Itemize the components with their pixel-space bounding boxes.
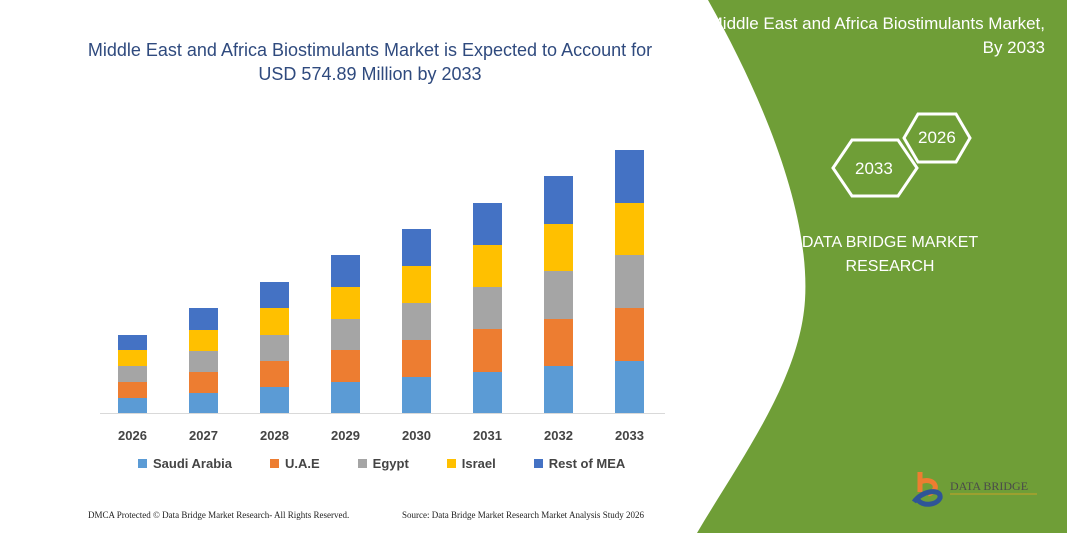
x-tick-label: 2029 — [331, 428, 360, 443]
bar-segment-2028-3 — [260, 308, 289, 335]
brand-text: DATA BRIDGE MARKET RESEARCH — [801, 234, 979, 275]
bar-segment-2029-0 — [331, 382, 360, 413]
bar-segment-2033-4 — [615, 150, 644, 203]
bar-segment-2026-0 — [118, 398, 147, 413]
bar-segment-2029-1 — [331, 350, 360, 382]
legend-item: Rest of MEA — [533, 456, 626, 471]
bar-segment-2032-3 — [544, 224, 573, 271]
bar-segment-2032-4 — [544, 176, 573, 224]
bar-segment-2029-2 — [331, 319, 360, 350]
bar-segment-2030-2 — [402, 303, 431, 340]
bar-segment-2033-1 — [615, 308, 644, 361]
legend-item: U.A.E — [269, 456, 320, 471]
bar-segment-2027-0 — [189, 393, 218, 413]
x-tick-label: 2027 — [189, 428, 218, 443]
hex-2026: 2026 — [918, 128, 956, 147]
data-bridge-logo: DATA BRIDGE — [912, 472, 1037, 507]
bar-segment-2026-4 — [118, 335, 147, 350]
bar-segment-2026-3 — [118, 350, 147, 366]
bar-segment-2027-3 — [189, 330, 218, 351]
legend-item: Israel — [446, 456, 496, 471]
hex-2026-shape — [902, 112, 972, 164]
footer-source: Source: Data Bridge Market Research Mark… — [402, 510, 644, 520]
hex-2033: 2033 — [855, 159, 893, 178]
bar-segment-2027-4 — [189, 308, 218, 330]
bar-segment-2031-1 — [473, 329, 502, 372]
x-tick-label: 2030 — [402, 428, 431, 443]
x-tick-label: 2033 — [615, 428, 644, 443]
legend-label: Rest of MEA — [548, 456, 626, 471]
x-tick-label: 2032 — [544, 428, 573, 443]
legend-label: U.A.E — [284, 456, 320, 471]
x-tick-label: 2026 — [118, 428, 147, 443]
bar-segment-2028-4 — [260, 282, 289, 308]
bar-segment-2032-1 — [544, 319, 573, 366]
x-tick-label: 2031 — [473, 428, 502, 443]
bar-segment-2026-2 — [118, 366, 147, 382]
legend-swatch — [269, 459, 279, 468]
legend-swatch — [446, 459, 456, 468]
footer-copyright: DMCA Protected © Data Bridge Market Rese… — [88, 510, 350, 520]
bar-segment-2033-2 — [615, 255, 644, 308]
bar-segment-2027-2 — [189, 351, 218, 372]
legend-label: Israel — [461, 456, 496, 471]
bar-segment-2028-0 — [260, 387, 289, 413]
bar-segment-2031-2 — [473, 287, 502, 329]
logo-text: DATA BRIDGE — [950, 479, 1028, 493]
legend: Saudi Arabia U.A.E Egypt Israel Rest of MEA — [138, 456, 625, 471]
bar-segment-2031-3 — [473, 245, 502, 287]
bar-segment-2029-3 — [331, 287, 360, 319]
green-panel — [697, 0, 1067, 533]
bar-segment-2028-1 — [260, 361, 289, 387]
legend-swatch — [533, 459, 543, 468]
bar-segment-2030-3 — [402, 266, 431, 303]
legend-item: Egypt — [357, 456, 409, 471]
x-tick-label: 2028 — [260, 428, 289, 443]
bar-segment-2029-4 — [331, 255, 360, 287]
panel-title: Middle East and Africa Biostimulants Mar… — [708, 14, 1045, 57]
bar-segment-2033-3 — [615, 203, 644, 255]
bar-segment-2033-0 — [615, 361, 644, 413]
bar-segment-2031-0 — [473, 372, 502, 413]
bar-segment-2031-4 — [473, 203, 502, 245]
chart-title: Middle East and Africa Biostimulants Mar… — [87, 40, 653, 84]
bar-segment-2030-4 — [402, 229, 431, 266]
bar-segment-2026-1 — [118, 382, 147, 398]
legend-item: Saudi Arabia — [138, 456, 232, 471]
bar-segment-2032-2 — [544, 271, 573, 319]
bar-segment-2030-1 — [402, 340, 431, 377]
legend-swatch — [357, 459, 367, 468]
bar-segment-2030-0 — [402, 377, 431, 413]
bar-segment-2032-0 — [544, 366, 573, 413]
legend-label: Egypt — [372, 456, 409, 471]
bar-segment-2028-2 — [260, 335, 289, 361]
stacked-bar-chart: 2026 2027 2028 2029 2030 2031 2032 2033 — [100, 150, 665, 443]
legend-label: Saudi Arabia — [153, 456, 232, 471]
hex-2033-shape — [831, 138, 919, 198]
bar-segment-2027-1 — [189, 372, 218, 393]
legend-swatch — [138, 459, 147, 468]
